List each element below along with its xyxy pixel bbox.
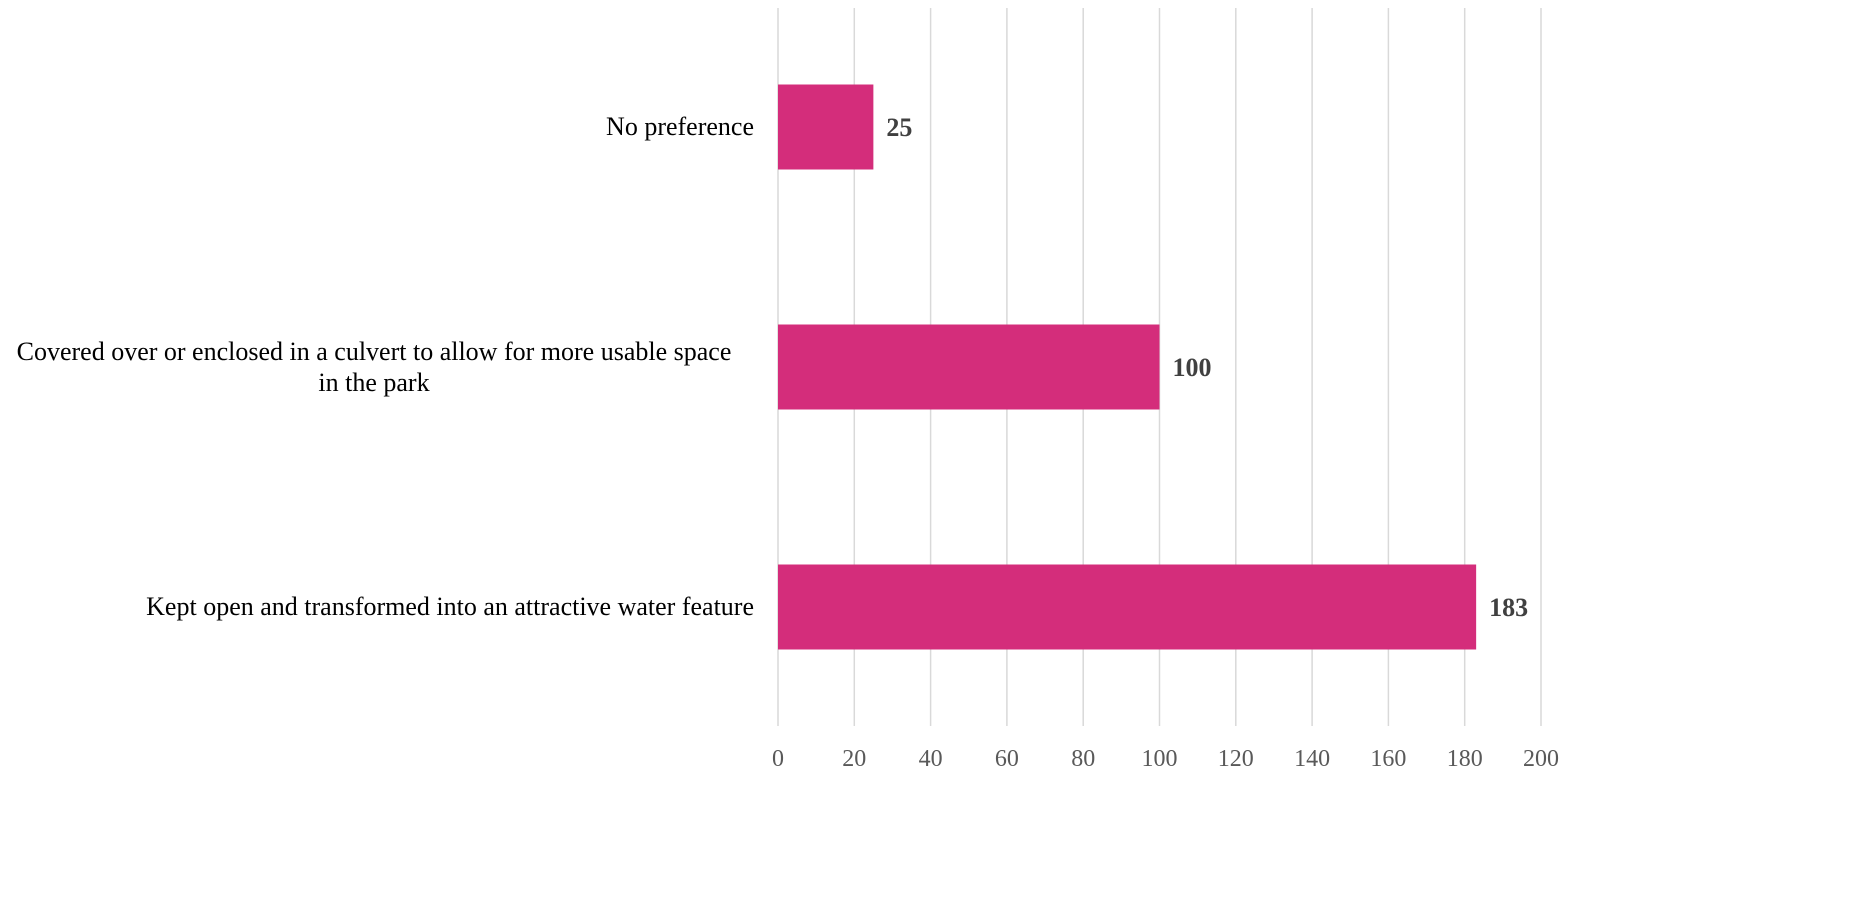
x-axis-tick-labels: 0 20 40 60 80 100 120 140 160 180 200 [772,746,1559,772]
data-label: 183 [1489,593,1528,622]
x-tick-label: 40 [919,746,943,772]
x-tick-label: 100 [1142,746,1178,772]
category-label-line: Kept open and transformed into an attrac… [146,592,754,621]
category-label-no-preference: No preference [0,111,754,142]
x-tick-label: 60 [995,746,1019,772]
x-tick-label: 160 [1370,746,1406,772]
category-label-line: Covered over or enclosed in a culvert to… [16,337,732,366]
x-tick-label: 200 [1523,746,1559,772]
bars [778,84,1477,650]
data-label: 25 [886,113,912,142]
bar [778,324,1160,410]
category-label-line: in the park [318,368,430,397]
x-tick-label: 180 [1447,746,1483,772]
x-tick-label: 20 [842,746,866,772]
x-tick-label: 80 [1071,746,1095,772]
bar [778,84,874,170]
data-label: 100 [1173,353,1212,382]
bar [778,564,1477,650]
x-tick-label: 140 [1294,746,1330,772]
x-tick-label: 120 [1218,746,1254,772]
category-label-kept-open: Kept open and transformed into an attrac… [0,591,754,622]
category-label-covered-over: Covered over or enclosed in a culvert to… [0,336,754,398]
x-tick-label: 0 [772,746,784,772]
data-labels: 25 100 183 [886,113,1528,622]
category-label-line: No preference [606,112,754,141]
